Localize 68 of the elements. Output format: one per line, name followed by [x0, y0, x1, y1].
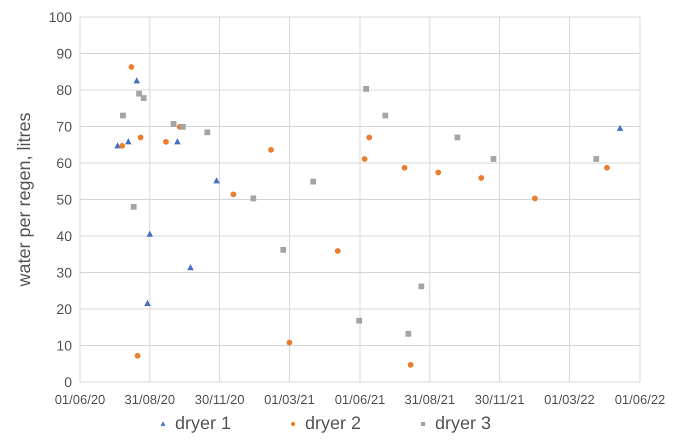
- point: [280, 246, 286, 253]
- point: [136, 90, 142, 97]
- point: [119, 142, 126, 149]
- point: [144, 300, 151, 306]
- point: [213, 177, 220, 184]
- x-tick-label: 01/03/21: [264, 392, 315, 407]
- point: [230, 192, 236, 198]
- point: [532, 196, 538, 202]
- point: [134, 77, 140, 84]
- y-tick-label: 100: [48, 8, 72, 25]
- point: [334, 248, 341, 254]
- x-tick-label: 31/08/20: [124, 392, 176, 407]
- y-tick-label: 40: [56, 228, 72, 244]
- y-tick-label: 20: [56, 300, 72, 317]
- x-tick-label: 01/06/22: [614, 392, 666, 407]
- point: [204, 129, 210, 136]
- point: [138, 134, 144, 140]
- x-tick-label: 01/06/21: [334, 392, 386, 407]
- x-tick-label: 30/11/20: [194, 392, 244, 407]
- point: [130, 204, 137, 210]
- x-tick-label: 01/03/22: [544, 392, 595, 407]
- point: [616, 124, 624, 131]
- legend-label: dryer 2: [305, 413, 362, 433]
- point: [418, 283, 424, 290]
- legend-label: dryer 3: [435, 413, 492, 433]
- y-tick-label: 0: [64, 374, 72, 390]
- point: [402, 164, 408, 171]
- y-tick-label: 60: [56, 154, 72, 171]
- point: [478, 175, 484, 181]
- point: [125, 138, 132, 144]
- point: [593, 156, 600, 162]
- point: [268, 146, 274, 153]
- point: [604, 164, 610, 171]
- point: [382, 112, 388, 118]
- y-tick-label: 50: [56, 191, 72, 208]
- legend-label: dryer 1: [175, 413, 232, 433]
- x-tick-label: 30/11/21: [474, 392, 524, 407]
- point: [128, 64, 134, 70]
- point: [134, 352, 140, 359]
- point: [408, 362, 414, 368]
- point: [310, 178, 316, 184]
- point: [174, 138, 181, 144]
- point: [170, 121, 176, 127]
- y-tick-label: 80: [56, 82, 72, 98]
- point: [356, 318, 362, 324]
- point: [180, 124, 186, 130]
- y-tick-label: 10: [56, 337, 72, 354]
- point: [435, 170, 442, 176]
- point: [366, 134, 372, 140]
- point: [405, 330, 412, 337]
- point: [146, 230, 154, 237]
- y-tick-label: 90: [56, 45, 72, 62]
- y-axis-title: water per regen, litres: [14, 112, 34, 288]
- point: [286, 340, 292, 346]
- y-tick-label: 30: [56, 264, 72, 280]
- x-tick-label: 31/08/21: [404, 392, 456, 407]
- point: [250, 196, 256, 202]
- point: [163, 138, 169, 145]
- point: [363, 86, 370, 92]
- point: [454, 134, 460, 140]
- point: [140, 95, 147, 101]
- point: [187, 264, 194, 270]
- point: [490, 156, 496, 162]
- y-tick-label: 70: [56, 118, 72, 134]
- point: [120, 112, 126, 118]
- point: [114, 142, 121, 148]
- x-tick-label: 01/06/20: [54, 392, 106, 407]
- point: [362, 156, 368, 162]
